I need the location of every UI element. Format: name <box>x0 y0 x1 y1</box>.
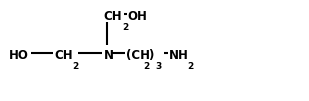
Text: 3: 3 <box>155 62 161 71</box>
Text: 2: 2 <box>188 62 194 71</box>
Text: ): ) <box>148 49 153 62</box>
Text: HO: HO <box>9 49 29 62</box>
Text: (CH: (CH <box>126 49 150 62</box>
Text: NH: NH <box>169 49 189 62</box>
Text: CH: CH <box>54 49 73 62</box>
Text: OH: OH <box>128 10 147 23</box>
Text: 2: 2 <box>144 62 150 71</box>
Text: 2: 2 <box>122 23 129 32</box>
Text: 2: 2 <box>73 62 79 71</box>
Text: N: N <box>104 49 113 62</box>
Text: CH: CH <box>104 10 122 23</box>
